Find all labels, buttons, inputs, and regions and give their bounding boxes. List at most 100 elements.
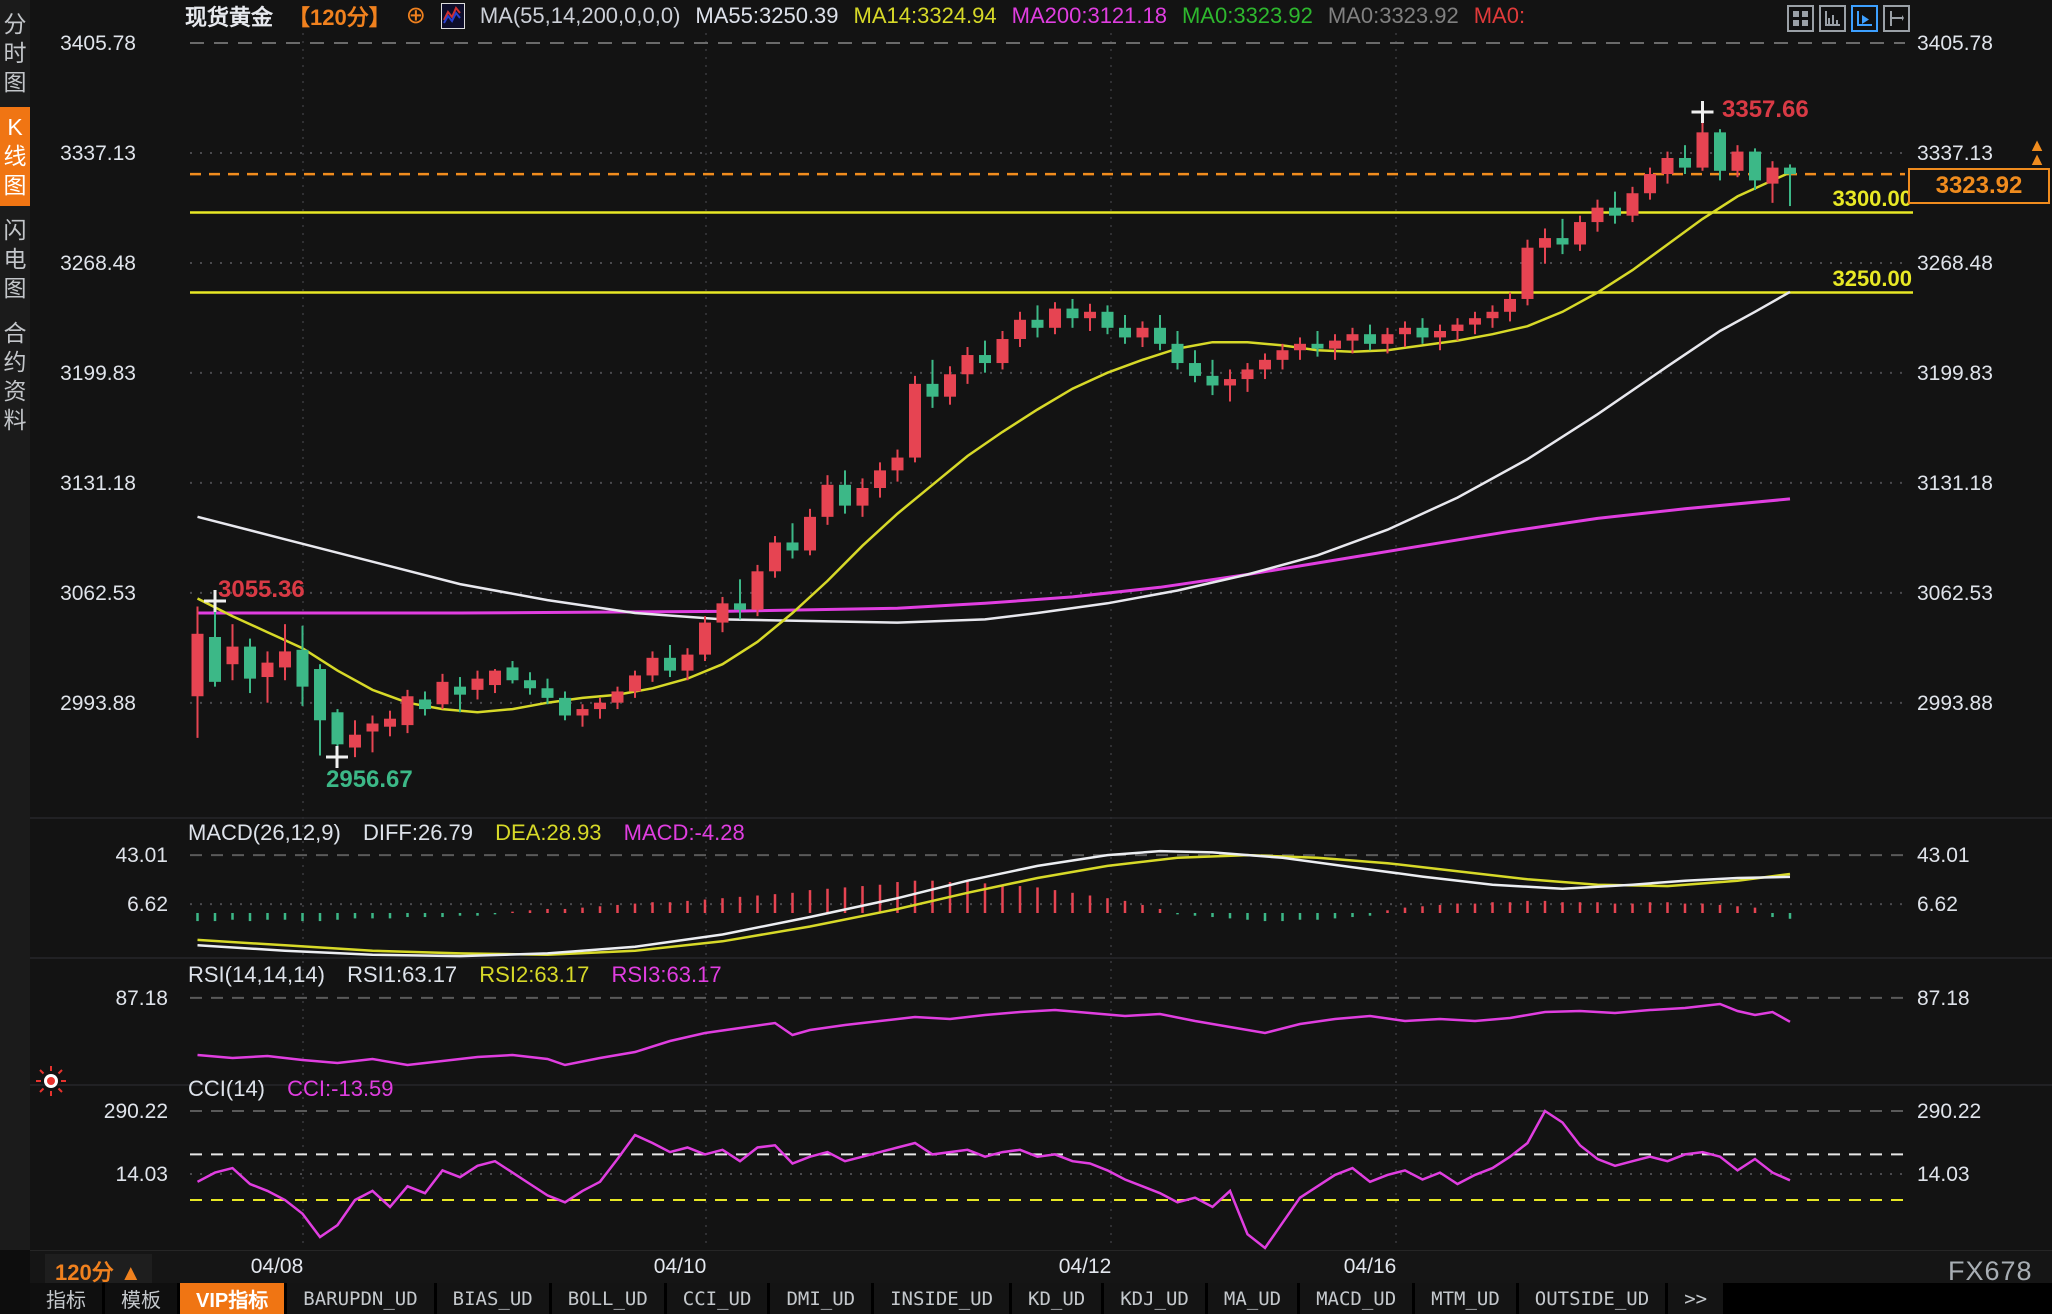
pivot-high-annotation: 3055.36	[218, 576, 305, 603]
sidebar-item-K线图[interactable]: K线图	[0, 107, 30, 206]
candle	[1766, 167, 1779, 184]
tab-MACD_UD[interactable]: MACD_UD	[1300, 1283, 1413, 1314]
candle	[1346, 334, 1359, 341]
candle	[821, 484, 834, 517]
sidebar: 分时图 K线图闪电图合约资料	[0, 0, 30, 1250]
ma-value: MA200:3121.18	[1011, 3, 1167, 28]
candle	[1626, 193, 1639, 216]
candle	[1154, 327, 1166, 344]
tab-VIP指标[interactable]: VIP指标	[180, 1283, 285, 1314]
tab-DMI_UD[interactable]: DMI_UD	[770, 1283, 872, 1314]
tab-MA_UD[interactable]: MA_UD	[1207, 1283, 1298, 1314]
candle	[1416, 327, 1429, 338]
chart-header: 现货黄金 【120分】 ⊕ MA(55,14,200,0,0,0) MA55:3…	[185, 2, 1540, 30]
candle	[471, 678, 484, 690]
y-axis-label: 2993.88	[60, 692, 136, 715]
symbol-title: 现货黄金	[185, 5, 274, 30]
candle	[349, 734, 361, 748]
tab-BIAS_UD[interactable]: BIAS_UD	[436, 1283, 549, 1314]
candle	[314, 669, 326, 721]
sidebar-item-合约资料[interactable]: 合约资料	[3, 320, 27, 433]
y-axis-label: 14.03	[1917, 1163, 1970, 1186]
candle	[1661, 157, 1674, 175]
tab-OUTSIDE_UD[interactable]: OUTSIDE_UD	[1518, 1283, 1666, 1314]
period-label[interactable]: 【120分】	[288, 5, 391, 30]
horizontal-gridlines	[190, 42, 1905, 1202]
candle	[891, 457, 904, 471]
tab-MTM_UD[interactable]: MTM_UD	[1415, 1283, 1516, 1314]
candle	[856, 488, 869, 506]
y-axis-label: 3131.18	[60, 472, 136, 495]
rsi-title: RSI(14,14,14)	[188, 962, 325, 987]
cci-layer	[196, 1109, 1791, 1250]
y-axis-label: 43.01	[1917, 844, 1970, 867]
grid-layout-icon[interactable]	[1787, 5, 1814, 32]
rsi2-value: RSI2:63.17	[479, 962, 590, 987]
tab-BARUPDN_UD[interactable]: BARUPDN_UD	[287, 1283, 434, 1314]
candle	[681, 654, 694, 671]
ma-value: MA55:3250.39	[695, 3, 839, 28]
sidebar-item-闪电图[interactable]: 闪电图	[3, 217, 27, 301]
candle	[1119, 327, 1131, 338]
candle	[454, 686, 466, 695]
y-axis-label: 290.22	[1917, 1100, 1981, 1123]
level-label-3300: 3300.00	[1832, 186, 1912, 211]
candle	[699, 622, 711, 655]
macd-diff-value: DIFF:26.79	[362, 820, 474, 845]
add-indicator-icon[interactable]: ⊕	[405, 2, 426, 29]
candle	[541, 688, 554, 698]
indicator-tab-bar: 指标 模板 VIP指标 BARUPDN_UD BIAS_UD BOLL_UD CCI_UD D…	[30, 1283, 2052, 1314]
tab-KD_UD[interactable]: KD_UD	[1012, 1283, 1102, 1314]
chart-collapse-icon[interactable]	[1883, 5, 1910, 32]
tab-指标[interactable]: 指标	[30, 1283, 102, 1314]
candle	[1784, 167, 1796, 175]
macd-layer	[196, 849, 1792, 958]
candle	[384, 718, 396, 727]
candle	[961, 355, 974, 375]
ma-value: MA0:3323.92	[1181, 3, 1313, 28]
candle	[1574, 222, 1586, 245]
candle	[489, 670, 501, 686]
candle	[1451, 324, 1464, 332]
x-axis-date-row: 120分 ▲ 04/08 04/10 04/12 04/16	[30, 1250, 2052, 1288]
rsi-layer	[197, 1002, 1791, 1067]
candle	[1136, 327, 1149, 338]
x-axis-date: 04/10	[653, 1255, 707, 1278]
candle	[1224, 379, 1236, 386]
price-alert-arrow-icon[interactable]: ▲ ▲	[2028, 135, 2046, 169]
candle	[611, 691, 624, 703]
candle	[1749, 151, 1761, 181]
candle	[1241, 369, 1254, 380]
y-axis-label: 3131.18	[1917, 472, 1993, 495]
candle	[1381, 334, 1394, 344]
ma-values: MA55:3250.39 MA14:3324.94 MA200:3121.18 MA0…	[695, 3, 1540, 29]
indicator-type-icon[interactable]	[440, 3, 465, 29]
candle	[559, 697, 571, 716]
tab-INSIDE_UD[interactable]: INSIDE_UD	[874, 1283, 1010, 1314]
period-up-arrow-icon: ▲	[119, 1260, 142, 1285]
cci-panel-header: CCI(14) CCI:-13.59	[188, 1076, 410, 1102]
chart-play-icon[interactable]	[1851, 5, 1878, 32]
ma-lines	[196, 171, 1791, 714]
y-axis-label: 3199.83	[1917, 362, 1993, 385]
chart-axes-icon[interactable]	[1819, 5, 1846, 32]
tab-BOLL_UD[interactable]: BOLL_UD	[551, 1283, 664, 1314]
candle	[1364, 334, 1376, 344]
tab-CCI_UD[interactable]: CCI_UD	[666, 1283, 768, 1314]
candle	[979, 355, 991, 364]
period-badge[interactable]: 120分 ▲	[45, 1254, 152, 1288]
tab-模板[interactable]: 模板	[105, 1283, 177, 1314]
candle	[1609, 207, 1621, 216]
swing-low-annotation: 2956.67	[326, 766, 413, 793]
candle	[786, 542, 799, 551]
sidebar-item-分时图[interactable]: 分时图	[3, 11, 27, 95]
candle	[1591, 207, 1604, 223]
level-label-3250: 3250.00	[1832, 266, 1912, 291]
tab->>[interactable]: >>	[1668, 1283, 1724, 1314]
macd-title: MACD(26,12,9)	[188, 820, 341, 845]
candle	[1329, 340, 1341, 349]
macd-value: MACD:-4.28	[623, 820, 745, 845]
tab-KDJ_UD[interactable]: KDJ_UD	[1104, 1283, 1205, 1314]
chart-canvas[interactable]: 3405.78 3405.78 3337.13 3337.13 3268.48 3268.…	[0, 0, 2052, 1250]
live-alert-icon[interactable]	[34, 1064, 68, 1098]
